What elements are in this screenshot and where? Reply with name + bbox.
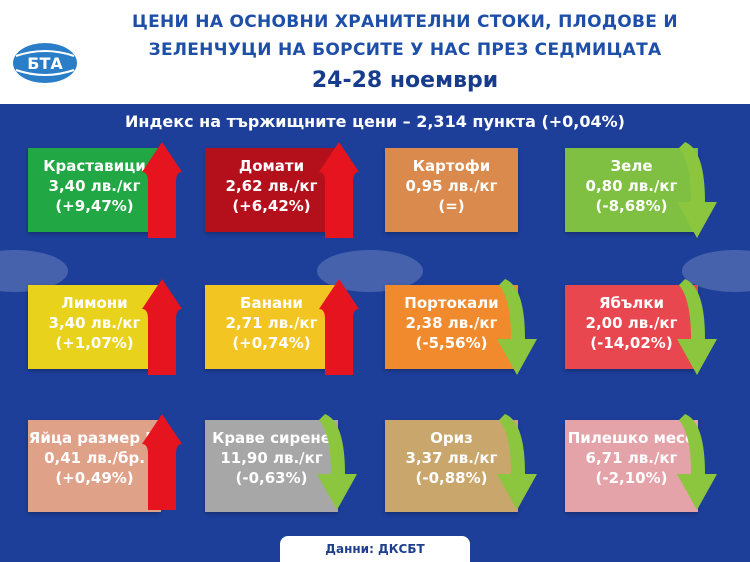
card-text: Пилешко месо 6,71 лв./кг (-2,10%) <box>565 428 698 488</box>
card-text: Краставици 3,40 лв./кг (+9,47%) <box>28 156 161 216</box>
page-title: ЦЕНИ НА ОСНОВНИ ХРАНИТЕЛНИ СТОКИ, ПЛОДОВ… <box>95 8 715 64</box>
up-arrow-icon <box>142 414 182 510</box>
card-text: Портокали 2,38 лв./кг (-5,56%) <box>385 293 518 353</box>
item-change: (+0,49%) <box>55 469 134 487</box>
price-card: Пилешко месо 6,71 лв./кг (-2,10%) <box>565 420 698 512</box>
item-name: Банани <box>240 294 303 312</box>
up-arrow-icon <box>142 142 182 238</box>
item-price: 0,95 лв./кг <box>405 177 498 195</box>
price-card: Краве сирене 11,90 лв./кг (-0,63%) <box>205 420 338 512</box>
item-price: 6,71 лв./кг <box>585 449 678 467</box>
item-change: (-0,63%) <box>235 469 308 487</box>
title-line-2: ЗЕЛЕНЧУЦИ НА БОРСИТЕ У НАС ПРЕЗ СЕДМИЦАТ… <box>148 40 662 60</box>
price-card: Картофи 0,95 лв./кг (=) <box>385 148 518 232</box>
item-name: Картофи <box>412 157 491 175</box>
card-text: Картофи 0,95 лв./кг (=) <box>385 156 518 216</box>
down-arrow-icon <box>497 414 537 510</box>
item-price: 3,37 лв./кг <box>405 449 498 467</box>
up-arrow-icon <box>142 279 182 375</box>
price-card: Лимони 3,40 лв./кг (+1,07%) <box>28 285 161 369</box>
title-line-1: ЦЕНИ НА ОСНОВНИ ХРАНИТЕЛНИ СТОКИ, ПЛОДОВ… <box>132 12 678 32</box>
price-card: Ябълки 2,00 лв./кг (-14,02%) <box>565 285 698 369</box>
price-card: Ориз 3,37 лв./кг (-0,88%) <box>385 420 518 512</box>
item-name: Ябълки <box>599 294 664 312</box>
date-range: 24-28 ноември <box>311 68 499 93</box>
down-arrow-icon <box>677 279 717 375</box>
up-arrow-icon <box>319 142 359 238</box>
down-arrow-icon <box>497 279 537 375</box>
item-change: (-8,68%) <box>595 197 668 215</box>
card-text: Яйца размер М 0,41 лв./бр. (+0,49%) <box>28 428 161 488</box>
card-text: Лимони 3,40 лв./кг (+1,07%) <box>28 293 161 353</box>
market-index: Индекс на тържищните цени – 2,314 пункта… <box>125 112 625 131</box>
item-change: (=) <box>438 197 465 215</box>
item-price: 11,90 лв./кг <box>220 449 323 467</box>
header: БТА ЦЕНИ НА ОСНОВНИ ХРАНИТЕЛНИ СТОКИ, ПЛ… <box>0 0 750 104</box>
item-price: 2,00 лв./кг <box>585 314 678 332</box>
item-price: 2,62 лв./кг <box>225 177 318 195</box>
item-change: (+9,47%) <box>55 197 134 215</box>
item-name: Лимони <box>61 294 128 312</box>
card-text: Ориз 3,37 лв./кг (-0,88%) <box>385 428 518 488</box>
card-text: Ябълки 2,00 лв./кг (-14,02%) <box>565 293 698 353</box>
price-card: Краставици 3,40 лв./кг (+9,47%) <box>28 148 161 232</box>
item-change: (+1,07%) <box>55 334 134 352</box>
item-name: Краве сирене <box>212 429 331 447</box>
item-change: (+0,74%) <box>232 334 311 352</box>
logo-text: БТА <box>27 54 63 73</box>
item-price: 3,40 лв./кг <box>48 177 141 195</box>
item-change: (-2,10%) <box>595 469 668 487</box>
card-text: Домати 2,62 лв./кг (+6,42%) <box>205 156 338 216</box>
item-change: (+6,42%) <box>232 197 311 215</box>
card-text: Краве сирене 11,90 лв./кг (-0,63%) <box>205 428 338 488</box>
item-price: 2,71 лв./кг <box>225 314 318 332</box>
item-price: 2,38 лв./кг <box>405 314 498 332</box>
watermark-logo <box>0 250 68 292</box>
card-text: Банани 2,71 лв./кг (+0,74%) <box>205 293 338 353</box>
data-source: Данни: ДКСБТ <box>280 536 470 562</box>
item-name: Пилешко месо <box>567 429 696 447</box>
price-card: Зеле 0,80 лв./кг (-8,68%) <box>565 148 698 232</box>
down-arrow-icon <box>317 414 357 510</box>
item-price: 0,41 лв./бр. <box>44 449 145 467</box>
down-arrow-icon <box>677 414 717 510</box>
price-card: Портокали 2,38 лв./кг (-5,56%) <box>385 285 518 369</box>
item-price: 3,40 лв./кг <box>48 314 141 332</box>
item-change: (-0,88%) <box>415 469 488 487</box>
item-price: 0,80 лв./кг <box>585 177 678 195</box>
watermark-logo <box>682 250 750 292</box>
item-name: Портокали <box>404 294 499 312</box>
price-card: Банани 2,71 лв./кг (+0,74%) <box>205 285 338 369</box>
watermark-logo <box>317 250 423 292</box>
card-text: Зеле 0,80 лв./кг (-8,68%) <box>565 156 698 216</box>
item-change: (-5,56%) <box>415 334 488 352</box>
down-arrow-icon <box>677 142 717 238</box>
price-card: Яйца размер М 0,41 лв./бр. (+0,49%) <box>28 420 161 512</box>
item-change: (-14,02%) <box>590 334 673 352</box>
item-name: Зеле <box>610 157 653 175</box>
up-arrow-icon <box>319 279 359 375</box>
item-name: Краставици <box>43 157 146 175</box>
bta-logo: БТА <box>13 43 77 83</box>
item-name: Яйца размер М <box>28 429 161 447</box>
price-card: Домати 2,62 лв./кг (+6,42%) <box>205 148 338 232</box>
item-name: Ориз <box>430 429 473 447</box>
item-name: Домати <box>238 157 305 175</box>
